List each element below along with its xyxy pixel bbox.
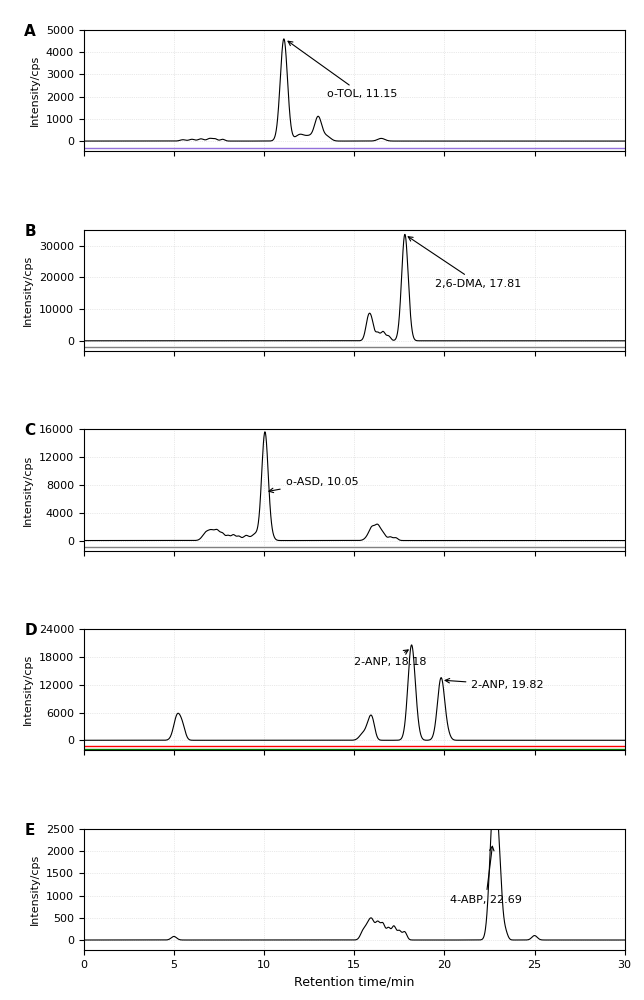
Text: C: C [24, 423, 35, 438]
Text: o-ASD, 10.05: o-ASD, 10.05 [269, 477, 358, 493]
Y-axis label: Intensity/cps: Intensity/cps [30, 854, 41, 925]
Y-axis label: Intensity/cps: Intensity/cps [23, 255, 33, 326]
X-axis label: Retention time/min: Retention time/min [294, 975, 414, 988]
Text: A: A [24, 24, 36, 39]
Text: 4-ABP, 22.69: 4-ABP, 22.69 [450, 846, 522, 905]
Text: 2,6-DMA, 17.81: 2,6-DMA, 17.81 [408, 237, 522, 289]
Text: B: B [24, 224, 36, 239]
Text: D: D [24, 623, 37, 638]
Y-axis label: Intensity/cps: Intensity/cps [23, 454, 33, 526]
Text: E: E [24, 823, 35, 838]
Text: 2-ANP, 18.18: 2-ANP, 18.18 [354, 650, 427, 667]
Y-axis label: Intensity/cps: Intensity/cps [30, 55, 41, 126]
Text: 2-ANP, 19.82: 2-ANP, 19.82 [445, 678, 544, 690]
Text: o-TOL, 11.15: o-TOL, 11.15 [288, 41, 397, 99]
Y-axis label: Intensity/cps: Intensity/cps [23, 654, 33, 725]
